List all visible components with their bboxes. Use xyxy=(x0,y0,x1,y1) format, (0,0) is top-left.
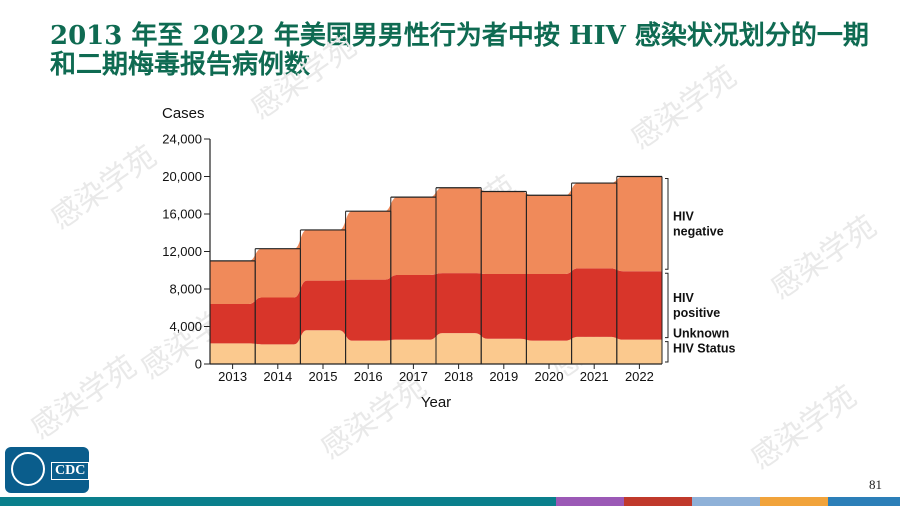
watermark-text: 感染学苑 xyxy=(25,349,143,446)
series-label: HIV Status xyxy=(673,342,736,356)
x-tick-label: 2020 xyxy=(535,369,564,384)
footer-segment-red xyxy=(624,497,692,506)
watermark-text: 感染学苑 xyxy=(765,209,883,306)
series-bracket xyxy=(665,178,669,270)
x-tick-label: 2019 xyxy=(489,369,518,384)
series-bracket xyxy=(665,341,669,363)
series-label: HIV xyxy=(673,291,695,305)
footer-segment-orange xyxy=(760,497,828,506)
x-tick-label: 2013 xyxy=(218,369,247,384)
y-tick-label: 12,000 xyxy=(162,244,202,259)
series-bracket xyxy=(665,272,669,339)
x-tick-label: 2017 xyxy=(399,369,428,384)
watermark-text: 感染学苑 xyxy=(745,379,863,476)
cdc-logo: CDC xyxy=(5,447,89,493)
y-tick-label: 8,000 xyxy=(169,282,202,297)
series-label: negative xyxy=(673,224,724,238)
x-tick-label: 2018 xyxy=(444,369,473,384)
series-label: Unknown xyxy=(673,327,729,341)
footer-color-bar xyxy=(0,497,900,506)
x-tick-label: 2021 xyxy=(580,369,609,384)
footer-segment-lightblue xyxy=(692,497,760,506)
y-tick-label: 24,000 xyxy=(162,132,202,147)
series-label: HIV xyxy=(673,209,695,223)
y-tick-label: 0 xyxy=(195,357,202,372)
y-tick-label: 16,000 xyxy=(162,207,202,222)
watermark-text: 感染学苑 xyxy=(625,59,743,156)
x-tick-label: 2014 xyxy=(263,369,292,384)
x-axis-title: Year xyxy=(421,394,451,411)
watermark-text: 感染学苑 xyxy=(245,29,363,126)
page-number: 81 xyxy=(869,477,882,492)
watermark-text: 感染学苑 xyxy=(45,139,163,236)
series-label: positive xyxy=(673,306,720,320)
axes: 0 4,000 8,000 12,000 16,000 20,000 24,000 2013 2… xyxy=(162,105,662,411)
footer-segment-blue xyxy=(828,497,900,506)
footer-segment-purple xyxy=(556,497,624,506)
slide-title: 2013 年至 2022 年美国男男性行为者中按 HIV 感染状况划分的一期和二… xyxy=(50,21,869,80)
hhs-seal-icon xyxy=(11,452,45,486)
x-tick-label: 2015 xyxy=(309,369,338,384)
plot-area xyxy=(209,175,663,364)
y-axis-title: Cases xyxy=(162,105,205,122)
y-tick-label: 4,000 xyxy=(169,319,202,334)
footer-segment-teal xyxy=(0,497,556,506)
y-tick-label: 20,000 xyxy=(162,169,202,184)
logo-text: CDC xyxy=(51,462,89,480)
x-tick-label: 2022 xyxy=(625,369,654,384)
x-tick-label: 2016 xyxy=(354,369,383,384)
